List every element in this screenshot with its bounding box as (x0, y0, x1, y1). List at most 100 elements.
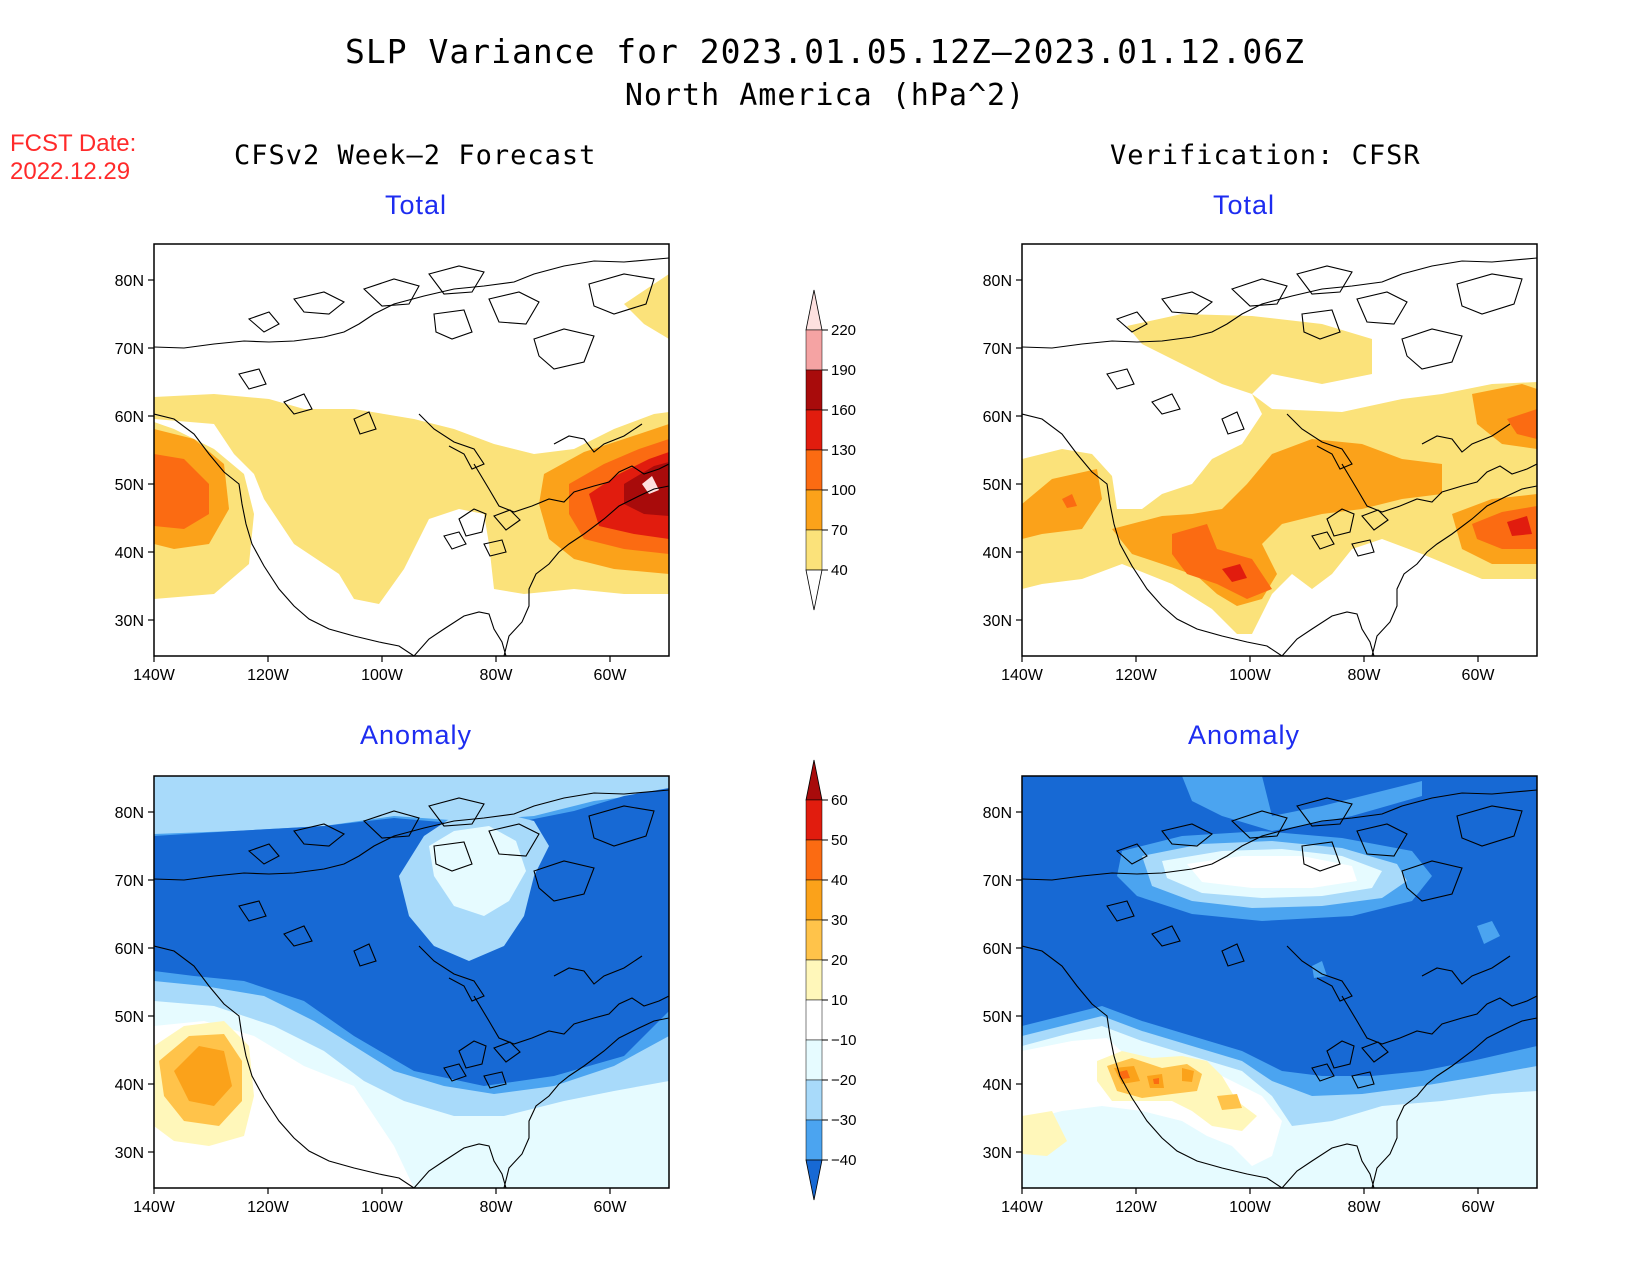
map-panel-forecast-total (153, 243, 670, 657)
colorbar-label: 220 (831, 322, 856, 339)
lat-tick-label: 60N (115, 409, 144, 426)
lon-tick-label: 60W (594, 1199, 628, 1216)
total-contour-100-west (154, 454, 209, 529)
lat-tick-label: 30N (983, 613, 1012, 630)
anom-contour-neutral-south (1022, 1038, 1282, 1166)
total-contour-100-east (1472, 506, 1537, 549)
lon-tick-label: 100W (1229, 667, 1272, 684)
colorbar-label: 100 (831, 482, 856, 499)
lon-tick-label: 140W (133, 667, 176, 684)
total-contour-40-greenland (624, 274, 669, 339)
panel-title-verification-anomaly: Anomaly (1187, 720, 1301, 750)
anom-contour-neg30-labrador (1477, 921, 1500, 944)
panel-title-verification-total: Total (1212, 190, 1276, 220)
map-frame (153, 243, 670, 657)
map-panel-verification-total (1021, 243, 1538, 657)
total-contour-220-east (642, 476, 659, 494)
colorbar-total-bottom-triangle (805, 569, 823, 611)
colorbar-label: 40 (831, 562, 848, 579)
lon-tick-label: 60W (594, 667, 628, 684)
total-contour-130-east (1507, 516, 1532, 536)
map-panel-verification-anomaly (1021, 775, 1538, 1189)
lat-tick-label: 30N (115, 613, 144, 630)
anom-contour-pos30 (1114, 1066, 1194, 1088)
colorbar-label: 160 (831, 402, 856, 419)
colorbar-label: 30 (831, 912, 848, 929)
lon-tick-label: 140W (1001, 667, 1044, 684)
colorbar-label: 50 (831, 832, 848, 849)
lon-tick-label: 120W (1115, 1199, 1158, 1216)
panel-title-forecast-anomaly: Anomaly (359, 720, 473, 750)
lon-tick-label: 80W (1348, 667, 1382, 684)
right-column-title: Verification: CFSR (1110, 140, 1421, 171)
colorbar-anomaly-bottom-triangle (805, 1159, 823, 1201)
map-frame (1021, 243, 1538, 657)
fcst-date-label: FCST Date: (10, 130, 137, 157)
lat-tick-label: 60N (115, 941, 144, 958)
lat-tick-label: 40N (115, 545, 144, 562)
anom-contour-pos30 (174, 1046, 232, 1106)
map-frame (153, 775, 670, 1189)
lon-tick-label: 120W (1115, 667, 1158, 684)
axis-ticks: 80N 70N 60N 50N 40N 30N 140W 120W 100W 80W 60W 80N 7… (115, 273, 1496, 1216)
lat-tick-label: 70N (983, 873, 1012, 890)
colorbar-label: 20 (831, 952, 848, 969)
colorbar-label: 10 (831, 992, 848, 1009)
lon-tick-label: 140W (1001, 1199, 1044, 1216)
lat-tick-label: 40N (983, 545, 1012, 562)
total-contour-100-central (1172, 524, 1272, 599)
lat-tick-label: 30N (983, 1145, 1012, 1162)
lat-tick-label: 40N (115, 1077, 144, 1094)
colorbar-label: −30 (831, 1112, 856, 1129)
lat-tick-label: 70N (115, 341, 144, 358)
lat-tick-label: 40N (983, 1077, 1012, 1094)
lon-tick-label: 100W (361, 1199, 404, 1216)
lon-tick-label: 120W (247, 1199, 290, 1216)
map-frame (1021, 775, 1538, 1189)
colorbar-label: 70 (831, 522, 848, 539)
colorbar-label: 190 (831, 362, 856, 379)
colorbar-anomaly-top-triangle (805, 759, 823, 801)
lon-tick-label: 60W (1462, 1199, 1496, 1216)
anom-contour-neg30-hudson (1312, 961, 1327, 978)
lat-tick-label: 50N (983, 1009, 1012, 1026)
lat-tick-label: 80N (115, 273, 144, 290)
lat-tick-label: 80N (115, 805, 144, 822)
anom-contour-pos40 (1119, 1070, 1159, 1084)
left-column-title: CFSv2 Week—2 Forecast (234, 140, 597, 171)
total-contour-100-west (1062, 494, 1077, 508)
lat-tick-label: 50N (115, 1009, 144, 1026)
lat-tick-label: 60N (983, 409, 1012, 426)
colorbar-label: −40 (831, 1152, 856, 1169)
map-panel-forecast-anomaly (153, 775, 670, 1189)
lat-tick-label: 70N (115, 873, 144, 890)
colorbar-label: 60 (831, 792, 848, 809)
anom-contour-pos20-east (1217, 1094, 1242, 1110)
total-contour-70-west (1022, 469, 1102, 539)
lat-tick-label: 70N (983, 341, 1012, 358)
total-contour-100-northeast (1507, 409, 1537, 439)
colorbar-total-top-triangle (805, 289, 823, 331)
lat-tick-label: 50N (983, 477, 1012, 494)
colorbar-label: 130 (831, 442, 856, 459)
fcst-date-value: 2022.12.29 (10, 158, 131, 185)
anom-contour-neg20-north (154, 776, 669, 834)
lon-tick-label: 120W (247, 667, 290, 684)
figure-subtitle: North America (hPa^2) (624, 78, 1026, 113)
anom-contour-neg10-baffin (429, 826, 526, 916)
figure-title: SLP Variance for 2023.01.05.12Z—2023.01.… (345, 32, 1305, 71)
anom-contour-pos10-pacific (1022, 1111, 1067, 1156)
colorbar-label: 40 (831, 872, 848, 889)
panel-title-forecast-total: Total (384, 190, 448, 220)
lon-tick-label: 80W (1348, 1199, 1382, 1216)
colorbar-label: −20 (831, 1072, 856, 1089)
colorbar-label: −10 (831, 1032, 856, 1049)
lat-tick-label: 50N (115, 477, 144, 494)
anom-contour-neutral-arctic (1187, 856, 1357, 888)
lon-tick-label: 100W (1229, 1199, 1272, 1216)
lat-tick-label: 30N (115, 1145, 144, 1162)
lat-tick-label: 80N (983, 805, 1012, 822)
lon-tick-label: 140W (133, 1199, 176, 1216)
lat-tick-label: 60N (983, 941, 1012, 958)
